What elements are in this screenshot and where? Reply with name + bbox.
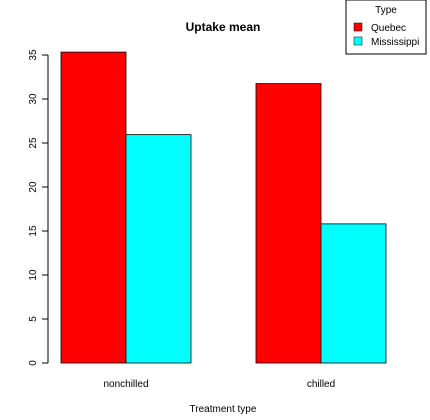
legend-swatch-mississippi: [353, 36, 363, 46]
y-tick-label-15: 15: [28, 225, 39, 237]
bar-quebec-chilled: [255, 83, 322, 364]
y-tick-label-35: 35: [28, 49, 39, 61]
y-tick-label-25: 25: [28, 137, 39, 149]
y-tick-label-5: 5: [28, 316, 39, 322]
y-axis: 0 5 10 15 20 25 30 35: [28, 49, 48, 366]
legend-label-quebec: Quebec: [371, 23, 406, 34]
x-axis-tick-labels: nonchilled chilled: [103, 379, 335, 390]
legend-label-mississippi: Mississippi: [371, 37, 419, 48]
chart-title: Uptake mean: [186, 20, 261, 34]
x-tick-label-chilled: chilled: [307, 379, 335, 390]
y-tick-label-10: 10: [28, 269, 39, 281]
legend-title: Type: [375, 5, 397, 16]
bar-mississippi-nonchilled: [125, 134, 192, 364]
bar-quebec-nonchilled: [60, 51, 127, 364]
bar-mississippi-chilled: [320, 223, 387, 364]
legend: Type Quebec Mississippi: [345, 0, 427, 55]
x-axis-label: Treatment type: [190, 404, 257, 415]
y-tick-label-20: 20: [28, 181, 39, 193]
legend-swatch-quebec: [353, 22, 363, 32]
bars-group: [60, 51, 387, 364]
x-tick-label-nonchilled: nonchilled: [103, 379, 148, 390]
y-tick-label-0: 0: [28, 360, 39, 366]
y-tick-label-30: 30: [28, 93, 39, 105]
